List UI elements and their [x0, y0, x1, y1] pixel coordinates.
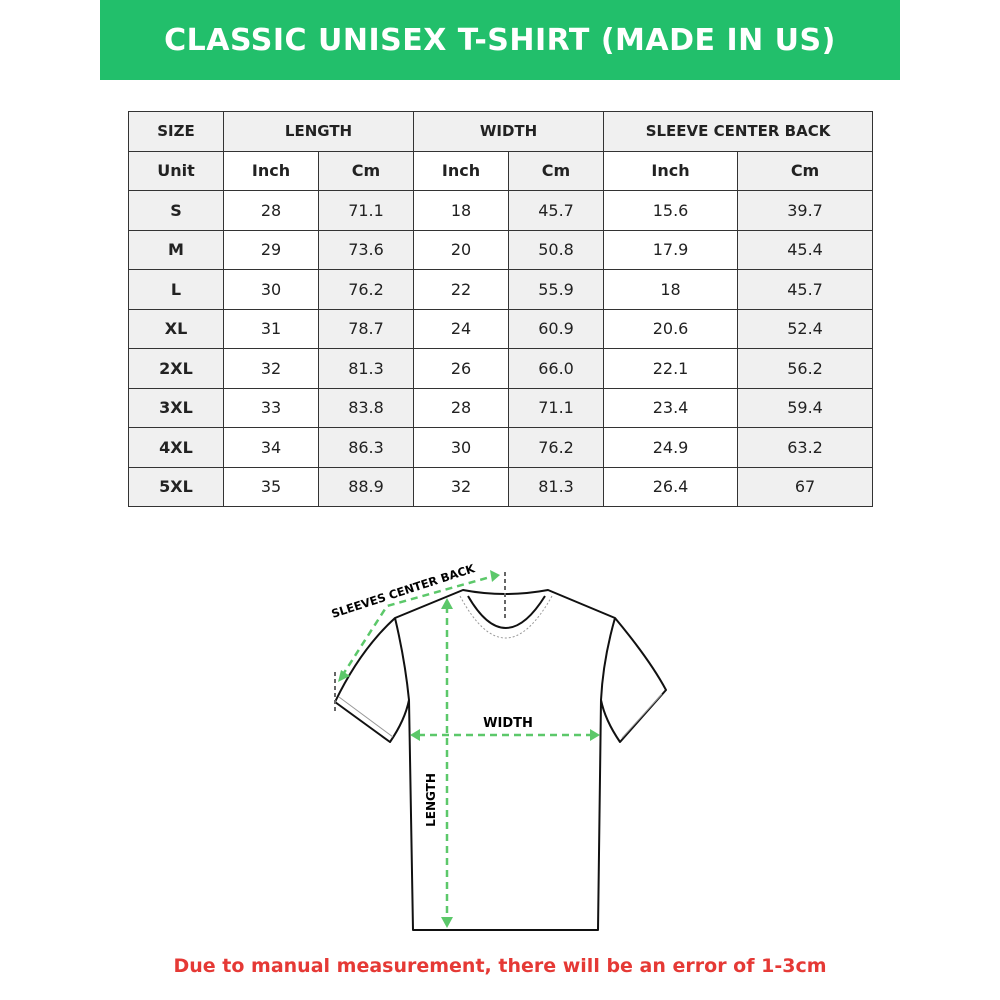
value-cell: 63.2 — [737, 427, 874, 468]
size-cell: 3XL — [128, 387, 224, 428]
value-cell: 86.3 — [317, 427, 415, 468]
value-cell: 52.4 — [737, 308, 874, 349]
value-cell: 26 — [413, 348, 510, 389]
value-cell: 30 — [223, 269, 319, 310]
value-cell: 28 — [413, 387, 510, 428]
value-cell: 76.2 — [508, 427, 605, 468]
size-cell: L — [128, 269, 224, 310]
value-cell: 67 — [737, 466, 874, 507]
unit-cell: Cm — [317, 150, 415, 191]
unit-cell: Inch — [603, 150, 739, 191]
unit-row: Unit Inch Cm Inch Cm Inch Cm — [128, 150, 874, 191]
header-sleeve: SLEEVE CENTER BACK — [603, 111, 874, 152]
size-chart-table: SIZE LENGTH WIDTH SLEEVE CENTER BACK Uni… — [128, 111, 874, 507]
unit-cell: Cm — [737, 150, 874, 191]
width-label: WIDTH — [483, 716, 533, 731]
header-size: SIZE — [128, 111, 224, 152]
header-length: LENGTH — [222, 111, 415, 152]
measurement-note: Due to manual measurement, there will be… — [173, 955, 827, 977]
value-cell: 76.2 — [317, 269, 415, 310]
title-banner: CLASSIC UNISEX T-SHIRT (MADE IN US) — [100, 0, 900, 80]
size-cell: S — [128, 190, 224, 231]
value-cell: 55.9 — [508, 269, 605, 310]
value-cell: 78.7 — [317, 308, 415, 349]
tshirt-outline — [334, 589, 667, 931]
size-cell: XL — [128, 308, 224, 349]
value-cell: 81.3 — [508, 466, 605, 507]
value-cell: 20 — [413, 229, 510, 270]
value-cell: 26.4 — [603, 466, 739, 507]
tshirt-collar — [467, 595, 546, 629]
value-cell: 35 — [223, 466, 319, 507]
header-width: WIDTH — [413, 111, 605, 152]
size-cell: 5XL — [128, 466, 224, 507]
table-row: L 30 76.2 22 55.9 18 45.7 — [128, 269, 874, 310]
value-cell: 60.9 — [508, 308, 605, 349]
table-row: 5XL 35 88.9 32 81.3 26.4 67 — [128, 466, 874, 507]
value-cell: 71.1 — [317, 190, 415, 231]
value-cell: 81.3 — [317, 348, 415, 389]
value-cell: 17.9 — [603, 229, 739, 270]
unit-cell: Inch — [413, 150, 510, 191]
unit-cell: Cm — [508, 150, 605, 191]
length-label: LENGTH — [424, 773, 438, 827]
table-row: 4XL 34 86.3 30 76.2 24.9 63.2 — [128, 427, 874, 468]
value-cell: 73.6 — [317, 229, 415, 270]
value-cell: 34 — [223, 427, 319, 468]
unit-cell: Unit — [128, 150, 224, 191]
value-cell: 71.1 — [508, 387, 605, 428]
value-cell: 88.9 — [317, 466, 415, 507]
value-cell: 56.2 — [737, 348, 874, 389]
table-row: 3XL 33 83.8 28 71.1 23.4 59.4 — [128, 387, 874, 428]
value-cell: 18 — [603, 269, 739, 310]
value-cell: 33 — [223, 387, 319, 428]
header-row: SIZE LENGTH WIDTH SLEEVE CENTER BACK — [128, 111, 874, 152]
value-cell: 45.7 — [737, 269, 874, 310]
value-cell: 50.8 — [508, 229, 605, 270]
sleeve-arrow — [340, 574, 495, 677]
table-row: 2XL 32 81.3 26 66.0 22.1 56.2 — [128, 348, 874, 389]
size-cell: 4XL — [128, 427, 224, 468]
value-cell: 31 — [223, 308, 319, 349]
value-cell: 20.6 — [603, 308, 739, 349]
table-row: XL 31 78.7 24 60.9 20.6 52.4 — [128, 308, 874, 349]
value-cell: 45.7 — [508, 190, 605, 231]
unit-cell: Inch — [223, 150, 319, 191]
